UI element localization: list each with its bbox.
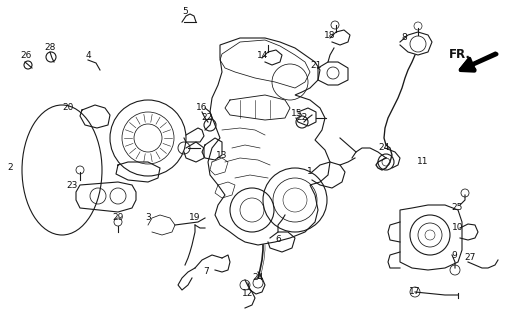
Text: 15: 15 [291, 109, 303, 118]
Text: 27: 27 [464, 253, 476, 262]
Text: 4: 4 [85, 52, 91, 60]
Text: 10: 10 [453, 223, 464, 233]
Text: FR.: FR. [449, 49, 471, 61]
Text: 11: 11 [417, 157, 429, 166]
Text: 14: 14 [258, 51, 269, 60]
Text: 9: 9 [451, 251, 457, 260]
Text: 24: 24 [252, 274, 264, 283]
Text: 20: 20 [62, 103, 74, 113]
Text: 2: 2 [7, 164, 13, 172]
Text: 5: 5 [182, 7, 188, 17]
Text: 3: 3 [145, 213, 151, 222]
Text: 26: 26 [20, 51, 32, 60]
Text: 1: 1 [307, 167, 313, 177]
Text: 12: 12 [242, 290, 253, 299]
Text: 17: 17 [409, 287, 421, 297]
Text: 29: 29 [112, 213, 124, 222]
Text: 19: 19 [189, 213, 201, 222]
Text: 16: 16 [196, 103, 208, 113]
Text: 8: 8 [401, 34, 407, 43]
Text: 23: 23 [66, 180, 78, 189]
Text: 25: 25 [451, 204, 463, 212]
Text: 7: 7 [203, 268, 209, 276]
Text: 18: 18 [324, 30, 336, 39]
Text: 13: 13 [216, 150, 228, 159]
Text: 22: 22 [202, 114, 213, 123]
Text: 22: 22 [296, 114, 307, 123]
Text: 28: 28 [44, 44, 55, 52]
Text: 24: 24 [378, 143, 389, 153]
Text: 6: 6 [275, 236, 281, 244]
Text: 21: 21 [310, 60, 322, 69]
